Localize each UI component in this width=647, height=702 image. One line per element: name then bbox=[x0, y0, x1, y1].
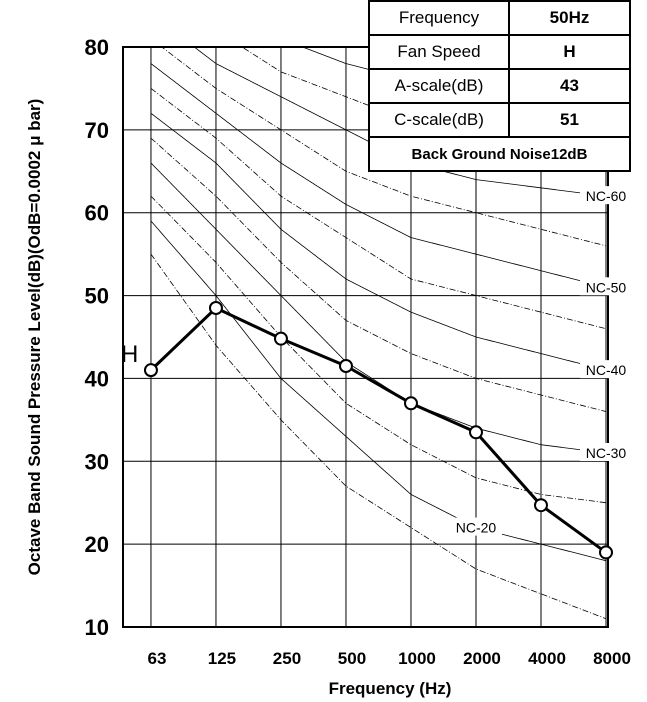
y-tick-label: 50 bbox=[85, 284, 109, 309]
data-point bbox=[338, 359, 353, 373]
y-tick-label: 30 bbox=[85, 449, 109, 474]
x-tick-label: 1000 bbox=[398, 649, 436, 668]
nc-label: NC-40 bbox=[586, 362, 627, 378]
x-tick-label: 63 bbox=[148, 649, 167, 668]
data-point bbox=[208, 301, 223, 315]
info-row-a-scale: A-scale(dB) 43 bbox=[368, 68, 631, 104]
nc-label: NC-30 bbox=[586, 445, 627, 461]
nc-curve bbox=[150, 195, 607, 504]
plot-frame bbox=[122, 46, 609, 628]
nc-label-bg bbox=[580, 443, 632, 461]
nc-label-bg bbox=[580, 360, 632, 379]
info-row-c-scale: C-scale(dB) 51 bbox=[368, 102, 631, 138]
data-point bbox=[468, 425, 483, 440]
data-point bbox=[599, 545, 613, 560]
y-tick-label: 70 bbox=[85, 118, 109, 143]
series-line bbox=[149, 306, 607, 554]
info-key: Frequency bbox=[368, 0, 510, 36]
x-tick-label: 125 bbox=[208, 649, 236, 668]
info-key: A-scale(dB) bbox=[368, 68, 510, 104]
info-table: Frequency 50Hz Fan Speed H A-scale(dB) 4… bbox=[368, 0, 631, 172]
info-value: 51 bbox=[508, 102, 631, 138]
y-tick-label: 10 bbox=[85, 615, 109, 640]
nc-label-bg bbox=[580, 277, 632, 296]
nc-curve bbox=[150, 220, 607, 562]
series-label: H bbox=[121, 341, 138, 368]
y-axis-label: Octave Band Sound Pressure Level(dB)(OdB… bbox=[25, 99, 44, 576]
info-row-note: Back Ground Noise12dB bbox=[368, 136, 631, 172]
x-tick-label: 250 bbox=[273, 649, 301, 668]
nc-curve bbox=[150, 63, 607, 288]
background-noise-note: Back Ground Noise12dB bbox=[368, 136, 631, 172]
nc-label: NC-60 bbox=[586, 188, 627, 204]
x-tick-label: 2000 bbox=[463, 649, 501, 668]
nc-label-bg bbox=[449, 517, 502, 536]
nc-curve bbox=[150, 88, 607, 330]
x-axis-label: Frequency (Hz) bbox=[329, 679, 452, 698]
x-tick-label: 8000 bbox=[593, 649, 631, 668]
nc-curve bbox=[150, 162, 607, 454]
y-tick-label: 40 bbox=[85, 366, 109, 391]
info-value: H bbox=[508, 34, 631, 70]
nc-curve bbox=[150, 137, 607, 412]
nc-curve bbox=[150, 253, 607, 620]
info-row-frequency: Frequency 50Hz bbox=[368, 0, 631, 36]
nc-label: NC-20 bbox=[456, 520, 497, 536]
info-value: 50Hz bbox=[508, 0, 631, 36]
data-point bbox=[403, 396, 418, 411]
data-point bbox=[533, 498, 548, 513]
y-tick-label: 80 bbox=[85, 35, 109, 60]
y-tick-label: 60 bbox=[85, 201, 109, 226]
info-key: Fan Speed bbox=[368, 34, 510, 70]
info-key: C-scale(dB) bbox=[368, 102, 510, 138]
y-tick-label: 20 bbox=[85, 532, 109, 557]
data-point bbox=[273, 331, 288, 346]
nc-label-bg bbox=[580, 186, 632, 205]
info-row-fan-speed: Fan Speed H bbox=[368, 34, 631, 70]
x-tick-label: 4000 bbox=[528, 649, 566, 668]
data-point bbox=[143, 363, 158, 378]
info-value: 43 bbox=[508, 68, 631, 104]
nc-label: NC-50 bbox=[586, 279, 627, 295]
x-tick-label: 500 bbox=[338, 649, 366, 668]
